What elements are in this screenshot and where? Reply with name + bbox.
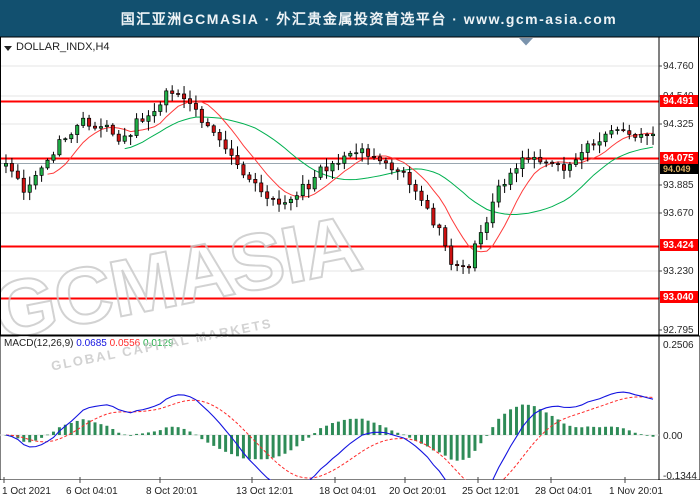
svg-text:8 Oct 20:01: 8 Oct 20:01	[146, 486, 198, 497]
svg-text:94.760: 94.760	[663, 61, 694, 72]
svg-text:25 Oct 12:01: 25 Oct 12:01	[462, 486, 520, 497]
svg-text:93.670: 93.670	[663, 208, 694, 219]
svg-text:93.040: 93.040	[663, 292, 694, 303]
svg-text:6 Oct 04:01: 6 Oct 04:01	[66, 486, 118, 497]
svg-text:13 Oct 12:01: 13 Oct 12:01	[236, 486, 294, 497]
svg-text:20 Oct 20:01: 20 Oct 20:01	[389, 486, 447, 497]
svg-text:93.424: 93.424	[663, 240, 694, 251]
svg-text:1 Oct 2021: 1 Oct 2021	[2, 486, 51, 497]
svg-text:94.325: 94.325	[663, 119, 694, 130]
svg-text:18 Oct 04:01: 18 Oct 04:01	[319, 486, 377, 497]
svg-text:94.049: 94.049	[663, 164, 691, 174]
svg-text:28 Oct 04:01: 28 Oct 04:01	[535, 486, 593, 497]
svg-text:93.230: 93.230	[663, 266, 694, 277]
svg-text:1 Nov 20:01: 1 Nov 20:01	[609, 486, 663, 497]
svg-text:0.2506: 0.2506	[663, 340, 694, 351]
svg-text:92.795: 92.795	[663, 325, 694, 336]
svg-text:94.075: 94.075	[663, 153, 694, 164]
svg-text:0.00: 0.00	[663, 431, 683, 442]
svg-text:DOLLAR_INDX,H4: DOLLAR_INDX,H4	[16, 41, 110, 53]
svg-text:93.885: 93.885	[663, 180, 694, 191]
svg-text:94.491: 94.491	[663, 96, 694, 107]
